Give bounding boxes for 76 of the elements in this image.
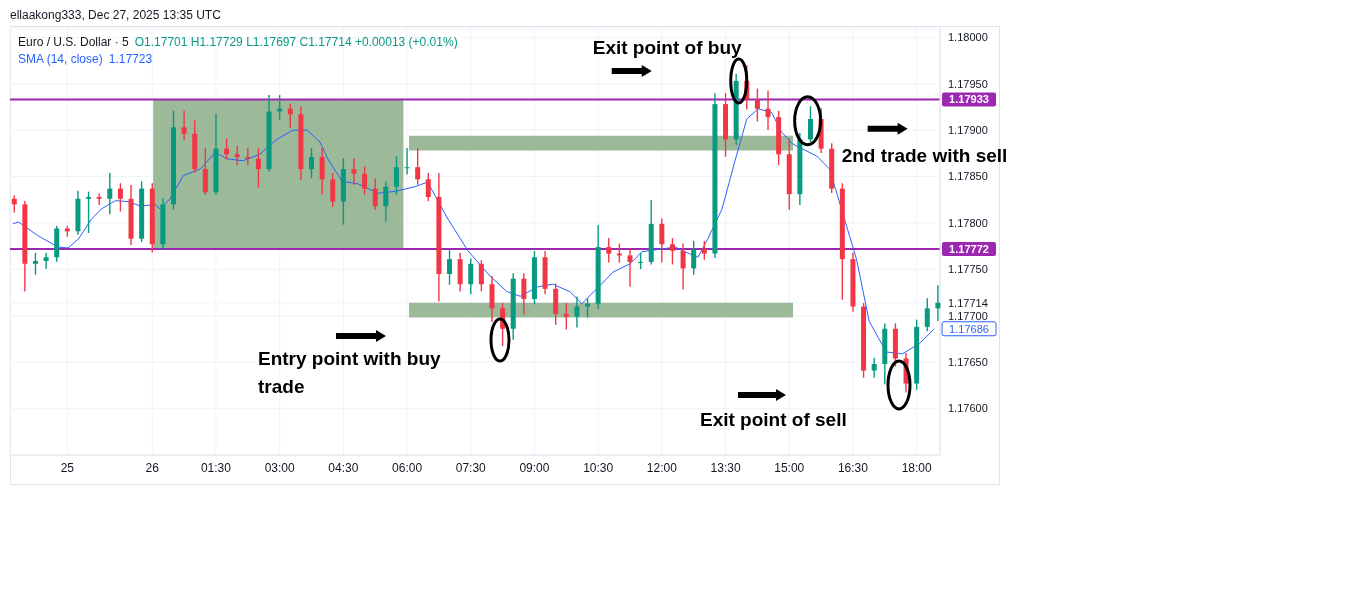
candlestick (319, 147, 325, 195)
candlestick (372, 178, 378, 210)
annotation: 2nd trade with sell (841, 143, 1009, 168)
candlestick (255, 147, 261, 188)
x-tick-label: 16:30 (837, 460, 869, 475)
candlestick (447, 250, 453, 285)
candlestick (96, 193, 102, 206)
x-tick-label: 10:30 (583, 460, 614, 475)
annotation: 1.17723 (108, 52, 153, 66)
x-tick-label: 09:00 (519, 460, 550, 475)
candlestick (563, 302, 569, 330)
candlestick (32, 252, 38, 275)
candlestick (680, 243, 686, 290)
candlestick (425, 173, 431, 202)
x-tick-label: 06:00 (392, 460, 423, 475)
candlestick (234, 146, 240, 166)
annotation: Exit point of buy (592, 35, 743, 60)
candlestick (383, 181, 389, 222)
annotation: O1.17701 H1.17729 L1.17697 C1.17714 +0.00013 (+0.01%) (134, 35, 458, 49)
x-tick-label: 26 (145, 460, 160, 475)
x-tick-label: 01:30 (200, 460, 232, 475)
candlestick (669, 238, 675, 265)
candlestick (807, 106, 813, 142)
candlestick (362, 166, 368, 195)
y-tick-label: 1.17700 (948, 309, 988, 322)
y-tick-label: 1.17850 (948, 170, 988, 183)
candlestick (351, 158, 357, 185)
y-tick-label: 1.17900 (948, 124, 988, 137)
candlestick (86, 191, 92, 233)
candlestick (117, 183, 123, 212)
x-tick-label: 13:30 (710, 460, 741, 475)
candlestick (404, 147, 410, 175)
candlestick (309, 147, 315, 179)
candlestick (245, 147, 251, 166)
y-tick-label: 1.17750 (948, 263, 988, 276)
y-tick-label: 1.17950 (948, 77, 988, 90)
candlestick (606, 238, 612, 263)
y-tick-label: 1.17650 (948, 356, 988, 369)
y-tick-label: 1.17714 (948, 296, 988, 309)
candlestick (627, 248, 633, 287)
y-tick-label: 1.17800 (948, 216, 988, 229)
candlestick (43, 252, 49, 270)
candlestick (393, 156, 399, 195)
x-tick-label: 07:30 (455, 460, 487, 475)
text: Euro / U.S. Dollar · 5 (18, 35, 129, 49)
candlestick (468, 258, 474, 295)
x-tick-label: 03:00 (264, 460, 295, 475)
candlestick (330, 173, 336, 207)
candlestick (181, 110, 187, 141)
ref-line-label: 1.17933 (949, 93, 989, 106)
annotation: 1.17686 (949, 322, 989, 335)
x-tick-label: 18:00 (901, 460, 932, 475)
candlestick (765, 90, 771, 130)
candlestick (924, 298, 930, 332)
candlestick (659, 218, 665, 263)
candlestick (277, 95, 283, 120)
candlestick (415, 147, 421, 185)
x-tick-label: 12:00 (646, 460, 678, 475)
text: ellaakong333, Dec 27, 2025 13:35 UTC (10, 8, 221, 22)
x-tick-label: 25 (60, 460, 75, 475)
ref-line-label: 1.17772 (949, 242, 989, 255)
candlestick (871, 357, 877, 378)
candlestick (574, 296, 580, 328)
annotation: Exit point of sell (700, 408, 848, 432)
candlestick (478, 260, 484, 292)
x-tick-label: 15:00 (774, 460, 805, 475)
candlestick (107, 173, 113, 215)
x-tick-label: 04:30 (328, 460, 359, 475)
y-tick-label: 1.18000 (948, 31, 988, 44)
candlestick (691, 240, 697, 275)
candlestick (202, 147, 208, 195)
text: SMA (14, close) (18, 52, 103, 66)
candlestick (521, 273, 527, 315)
candlestick (754, 88, 760, 122)
y-tick-label: 1.17600 (948, 402, 988, 415)
annotation: Entry point with buy trade (258, 347, 442, 399)
